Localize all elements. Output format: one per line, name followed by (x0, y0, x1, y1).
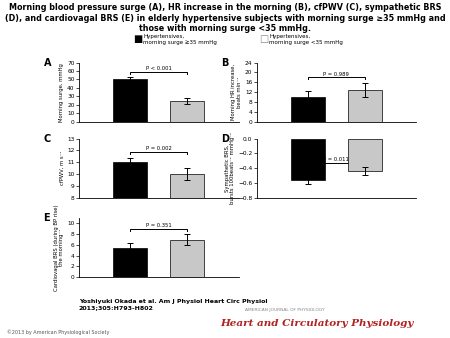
Text: D: D (221, 134, 230, 144)
Y-axis label: Morning surge, mmHg: Morning surge, mmHg (59, 63, 64, 122)
Text: P < 0.001: P < 0.001 (146, 66, 171, 71)
Bar (113, 162, 147, 292)
Text: Yoshiyuki Okada et al. Am J Physiol Heart Circ Physiol
2013;305:H793-H802: Yoshiyuki Okada et al. Am J Physiol Hear… (79, 299, 267, 310)
Text: (D), and cardiovagal BRS (E) in elderly hypertensive subjects with morning surge: (D), and cardiovagal BRS (E) in elderly … (4, 14, 446, 23)
Text: Heart and Circulatory Physiology: Heart and Circulatory Physiology (220, 319, 414, 329)
Bar (113, 247, 147, 277)
Text: ©2013 by American Physiological Society: ©2013 by American Physiological Society (7, 329, 109, 335)
Text: A: A (44, 58, 51, 68)
Bar (170, 174, 204, 292)
Text: ■: ■ (133, 34, 142, 44)
Text: B: B (221, 58, 229, 68)
Y-axis label: Morning HR increase,
beats min⁻¹: Morning HR increase, beats min⁻¹ (231, 64, 242, 120)
Text: Morning blood pressure surge (A), HR increase in the morning (B), cfPWV (C), sym: Morning blood pressure surge (A), HR inc… (9, 3, 441, 13)
Text: AMERICAN JOURNAL OF PHYSIOLOGY: AMERICAN JOURNAL OF PHYSIOLOGY (245, 308, 325, 312)
Bar (291, 97, 325, 122)
Text: C: C (44, 134, 51, 144)
Text: P = 0.351: P = 0.351 (146, 223, 171, 228)
Text: P = 0.011: P = 0.011 (324, 157, 349, 162)
Text: E: E (44, 213, 50, 223)
Y-axis label: cfPWV, m s⁻¹: cfPWV, m s⁻¹ (59, 151, 64, 185)
Bar (291, 139, 325, 180)
Text: Hypertensives,
morning surge <35 mmHg: Hypertensives, morning surge <35 mmHg (269, 34, 343, 45)
Text: □: □ (259, 34, 268, 44)
Bar (170, 101, 204, 122)
Bar (113, 79, 147, 122)
Y-axis label: Cardiovagal BRS (during BP rise)
the morning⁻¹: Cardiovagal BRS (during BP rise) the mor… (54, 204, 64, 291)
Text: P = 0.989: P = 0.989 (324, 72, 349, 76)
Bar (170, 240, 204, 277)
Text: Hypertensives,
morning surge ≥35 mmHg: Hypertensives, morning surge ≥35 mmHg (143, 34, 217, 45)
Bar (348, 90, 382, 122)
Y-axis label: Sympathetic BRS,
bursts 100beats⁻¹ mmHg⁻¹: Sympathetic BRS, bursts 100beats⁻¹ mmHg⁻… (225, 132, 235, 204)
Text: P = 0.002: P = 0.002 (146, 146, 171, 151)
Text: those with morning surge <35 mmHg.: those with morning surge <35 mmHg. (139, 24, 311, 33)
Bar (348, 139, 382, 171)
